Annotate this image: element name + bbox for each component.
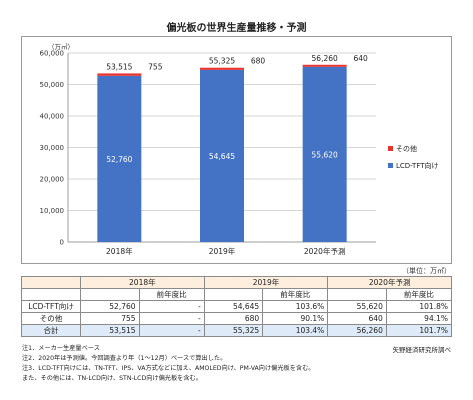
footnote: また、その他には、TN-LCD向け、STN-LCD向け偏光板を含む。: [22, 375, 202, 382]
table-cell: 101.8%: [385, 300, 453, 313]
table-cell: 101.7%: [385, 324, 453, 337]
bar-other: [97, 73, 142, 76]
table-cell: 640: [327, 312, 387, 325]
y-tick-label: 30,000: [40, 144, 65, 152]
stacked-bar-chart: 0 10,000 20,000 30,000 40,000 50,000 60,000（万㎡…: [40, 42, 439, 256]
table-row: LCD-TFT向け 52,760 - 54,645 103.6% 55,620 …: [21, 300, 453, 313]
y-tick-label: 0: [60, 239, 64, 247]
table-cell: -: [138, 312, 205, 325]
table-cell: 680: [203, 312, 264, 325]
table-cell: 55,325: [203, 324, 264, 337]
table-header-yoy: 前年度比: [262, 288, 329, 301]
table-cell: 55,620: [327, 300, 387, 313]
y-tick-label: 20,000: [40, 176, 65, 184]
footnote: 注1．メーカー生産量ベース: [22, 345, 100, 352]
bar-lcd-tft: [200, 69, 244, 242]
table-row-total: 合計 53,515 - 55,325 103.4% 56,260 101.7%: [21, 324, 453, 337]
table-corner-cell: [21, 288, 81, 301]
table-row-label: 合計: [21, 324, 81, 337]
chart-title: 偏光板の世界生産量推移・予測: [166, 23, 307, 34]
data-table: 2018年 2019年 2020年予測 前年度比 前年度比 前年度比 LCD-T…: [21, 276, 453, 337]
y-tick-label: 60,000: [40, 50, 65, 58]
data-label-total: 53,515: [106, 62, 132, 71]
table-cell: 103.4%: [262, 324, 329, 337]
data-label-other: 680: [251, 57, 266, 66]
legend-label-lcd-tft: LCD-TFT向け: [396, 161, 439, 170]
footnote: 注3．LCD-TFT向けには、TN-TFT、IPS、VA方式などに加え、AMOL…: [22, 365, 315, 372]
data-label-total: 55,325: [209, 57, 235, 66]
table-cell: 90.1%: [262, 312, 329, 325]
bar-other: [200, 67, 244, 70]
table-header-year: 2019年: [203, 276, 329, 289]
data-label-other: 640: [354, 54, 369, 63]
legend-swatch-lcd-tft: [388, 163, 393, 168]
data-label-total: 56,260: [312, 54, 338, 63]
table-header-blank: [327, 288, 387, 301]
table-row-label: その他: [21, 312, 81, 325]
table-cell: 94.1%: [385, 312, 453, 325]
table-header-row-years: 2018年 2019年 2020年予測: [21, 276, 452, 289]
table-cell: -: [138, 300, 205, 313]
footnotes: 注1．メーカー生産量ベース 注2．2020年は予測値。今回調査より年（1～12月…: [22, 344, 452, 384]
table-row: その他 755 - 680 90.1% 640 94.1%: [21, 312, 453, 325]
table-header-year: 2018年: [80, 276, 205, 289]
table-cell: -: [138, 324, 205, 337]
table-cell: 103.6%: [262, 300, 329, 313]
y-tick-label: 40,000: [40, 113, 65, 121]
table-cell: 56,260: [327, 324, 387, 337]
x-tick-label: 2020年予測: [304, 246, 346, 256]
legend-label-other: その他: [396, 144, 417, 153]
table-header-blank: [203, 288, 264, 301]
table-cell: 53,515: [80, 324, 140, 337]
table-cell: 52,760: [80, 300, 140, 313]
table-header-row-yoy: 前年度比 前年度比 前年度比: [21, 288, 453, 301]
y-tick-label: 10,000: [40, 207, 65, 215]
table-row-label: LCD-TFT向け: [21, 300, 81, 313]
x-tick-label: 2019年: [209, 246, 236, 256]
source-credit: 矢野経済研究所調べ: [392, 346, 452, 354]
chart-frame: 0 10,000 20,000 30,000 40,000 50,000 60,000 （万㎡…: [21, 36, 452, 264]
data-label-lcd-tft: 55,620: [312, 150, 338, 159]
x-tick-label: 2018年: [106, 246, 133, 256]
table-header-yoy: 前年度比: [138, 288, 205, 301]
data-label-lcd-tft: 52,760: [106, 155, 132, 164]
bar-lcd-tft: [302, 66, 347, 242]
bar-lcd-tft: [97, 75, 142, 242]
table-header-year: 2020年予測: [327, 276, 452, 289]
legend-swatch-other: [388, 146, 393, 151]
table-corner-cell: [21, 276, 81, 289]
bar-other: [302, 64, 347, 67]
y-tick-label: 50,000: [40, 81, 65, 89]
table-cell: 54,645: [203, 300, 264, 313]
y-axis-label: （万㎡）: [48, 42, 74, 51]
footnote: 注2．2020年は予測値。今回調査より年（1～12月）ベースで算出した。: [22, 355, 227, 362]
data-label-lcd-tft: 54,645: [209, 152, 235, 161]
table-header-blank: [80, 288, 140, 301]
table-cell: 755: [80, 312, 140, 325]
data-label-other: 755: [148, 62, 163, 71]
table-header-yoy: 前年度比: [385, 288, 453, 301]
unit-note: （単位：万㎡）: [402, 267, 451, 275]
